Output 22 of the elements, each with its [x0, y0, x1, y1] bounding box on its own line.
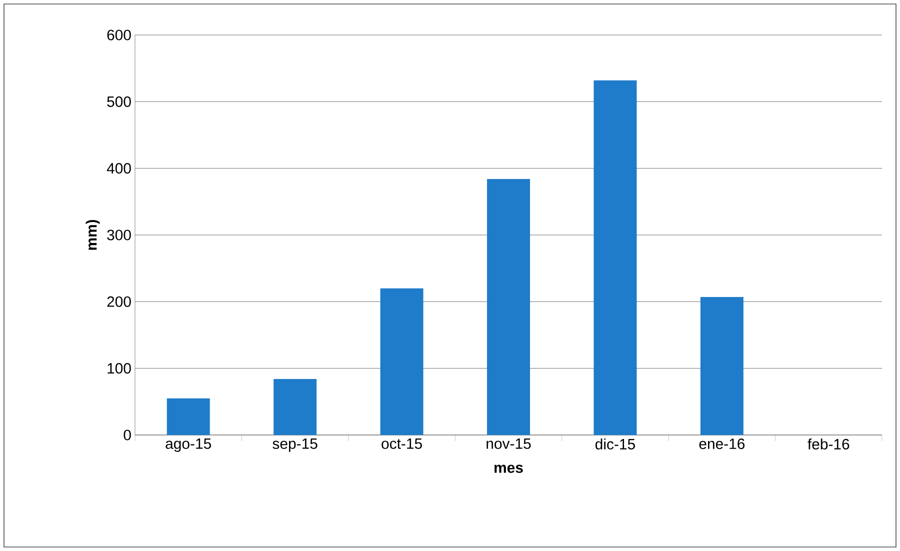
x-tick-label: sep-15 — [272, 438, 318, 452]
x-tick-label: dic-15 — [595, 438, 635, 450]
y-tick-label: 200 — [107, 296, 131, 307]
bar — [594, 80, 637, 435]
x-axis-title: mes — [494, 464, 523, 473]
x-tick-label: ago-15 — [166, 438, 211, 452]
x-tick-label: feb-16 — [808, 438, 850, 450]
x-tick-label: ene-16 — [699, 438, 745, 450]
x-tick-label: oct-15 — [382, 438, 422, 449]
y-tick-label: 300 — [107, 230, 131, 240]
y-tick-label: 400 — [106, 163, 131, 174]
y-tick-label: 100 — [108, 363, 131, 374]
bar — [166, 398, 210, 435]
y-tick-label: 600 — [107, 30, 131, 40]
y-tick-label: 0 — [124, 430, 131, 440]
bar — [487, 178, 530, 435]
bar — [274, 378, 317, 435]
bar — [380, 288, 424, 435]
bar — [700, 296, 744, 435]
y-tick-label: 500 — [107, 96, 131, 107]
y-axis-title: mm) — [86, 220, 100, 250]
x-tick-label: nov-15 — [486, 438, 531, 449]
